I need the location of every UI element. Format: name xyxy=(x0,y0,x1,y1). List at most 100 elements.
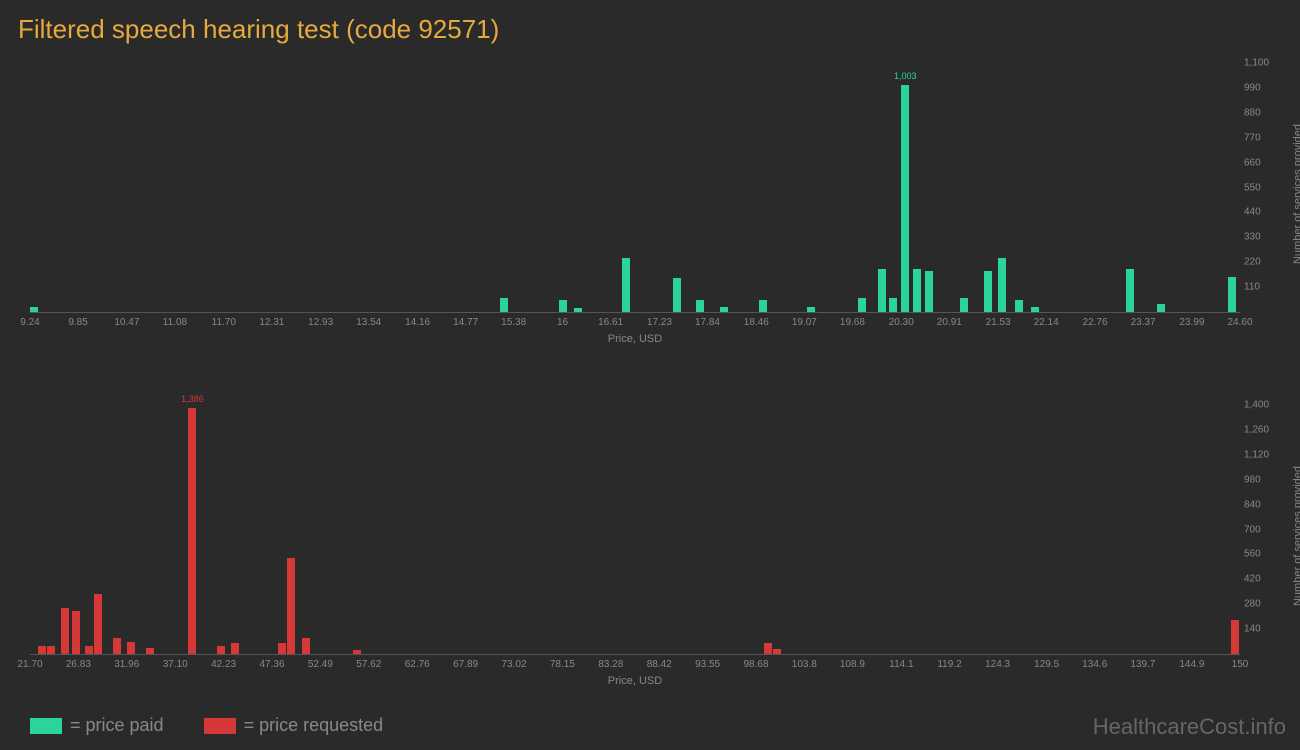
legend-swatch-red xyxy=(204,718,236,734)
bar xyxy=(217,646,225,654)
x-tick: 9.85 xyxy=(68,317,87,328)
bar xyxy=(622,258,630,312)
bar xyxy=(146,648,154,654)
x-tick: 119.2 xyxy=(937,659,961,670)
x-tick: 73.02 xyxy=(501,659,526,670)
x-tick: 17.23 xyxy=(647,317,672,328)
y-tick: 990 xyxy=(1244,82,1261,93)
bar xyxy=(984,271,992,312)
x-tick: 16.61 xyxy=(598,317,623,328)
x-tick: 134.6 xyxy=(1082,659,1107,670)
y-tick: 1,260 xyxy=(1244,424,1269,435)
bar xyxy=(278,643,286,654)
y-tick: 560 xyxy=(1244,549,1261,560)
chart-paid: 1,003 1102203304405506607708809901,100 N… xyxy=(30,63,1240,345)
x-tick: 108.9 xyxy=(840,659,865,670)
bar xyxy=(673,278,681,312)
x-tick: 11.08 xyxy=(163,317,187,328)
x-tick: 62.76 xyxy=(405,659,430,670)
x-tick: 23.37 xyxy=(1131,317,1156,328)
bar xyxy=(858,298,866,312)
y-tick: 1,400 xyxy=(1244,400,1269,411)
y-tick: 280 xyxy=(1244,599,1261,610)
bar xyxy=(878,269,886,312)
x-tick: 16 xyxy=(557,317,568,328)
bar xyxy=(30,307,38,312)
bar xyxy=(38,646,46,654)
watermark: HealthcareCost.info xyxy=(1093,714,1286,740)
bar xyxy=(1031,307,1039,312)
bar xyxy=(889,298,897,312)
bar xyxy=(807,307,815,312)
y-tick: 770 xyxy=(1244,132,1261,143)
x-tick: 9.24 xyxy=(20,317,39,328)
bar xyxy=(1228,277,1236,312)
x-tick: 20.91 xyxy=(937,317,962,328)
x-tick: 15.38 xyxy=(501,317,526,328)
bar xyxy=(353,650,361,654)
legend-label-paid: = price paid xyxy=(70,715,164,736)
bar xyxy=(1157,304,1165,312)
x-tick: 26.83 xyxy=(66,659,91,670)
x-tick: 13.54 xyxy=(356,317,381,328)
x-tick: 21.70 xyxy=(17,659,42,670)
bar xyxy=(500,298,508,312)
x-tick: 12.93 xyxy=(308,317,333,328)
y-tick: 420 xyxy=(1244,574,1261,585)
bar xyxy=(559,300,567,312)
bar xyxy=(287,558,295,654)
x-tick: 78.15 xyxy=(550,659,575,670)
bar xyxy=(759,300,767,312)
bar xyxy=(302,638,310,654)
y-axis-label-2: Number of services provided xyxy=(1292,465,1300,605)
x-tick: 83.28 xyxy=(598,659,623,670)
bar xyxy=(85,646,93,654)
bar xyxy=(1015,300,1023,312)
x-axis-label-2: Price, USD xyxy=(30,675,1240,687)
x-tick: 150 xyxy=(1232,659,1249,670)
y-tick: 440 xyxy=(1244,207,1261,218)
bar xyxy=(94,594,102,654)
bar xyxy=(720,307,728,312)
x-tick: 14.16 xyxy=(405,317,430,328)
x-tick: 22.76 xyxy=(1083,317,1108,328)
x-tick: 129.5 xyxy=(1034,659,1059,670)
y-axis-label-1: Number of services provided xyxy=(1292,123,1300,263)
y-tick: 660 xyxy=(1244,157,1261,168)
bar: 1,003 xyxy=(901,85,909,312)
bar xyxy=(764,643,772,654)
x-tick: 124.3 xyxy=(985,659,1010,670)
x-tick: 11.70 xyxy=(212,317,236,328)
y-tick: 1,120 xyxy=(1244,449,1269,460)
y-tick: 550 xyxy=(1244,182,1261,193)
x-tick: 88.42 xyxy=(647,659,672,670)
bar xyxy=(960,298,968,312)
x-tick: 139.7 xyxy=(1130,659,1155,670)
bar xyxy=(127,642,135,654)
x-tick: 98.68 xyxy=(743,659,768,670)
legend-swatch-green xyxy=(30,718,62,734)
x-tick: 37.10 xyxy=(163,659,188,670)
bar xyxy=(113,638,121,654)
bar xyxy=(773,649,781,654)
bar xyxy=(47,646,55,654)
x-tick: 52.49 xyxy=(308,659,333,670)
x-tick: 14.77 xyxy=(453,317,478,328)
y-tick: 330 xyxy=(1244,232,1261,243)
bar xyxy=(231,643,239,654)
x-tick: 21.53 xyxy=(986,317,1011,328)
bar xyxy=(61,608,69,654)
x-tick: 19.68 xyxy=(840,317,865,328)
legend: = price paid = price requested xyxy=(30,715,383,736)
x-tick: 47.36 xyxy=(259,659,284,670)
bar: 1,386 xyxy=(188,408,196,655)
y-tick: 840 xyxy=(1244,499,1261,510)
x-tick: 22.14 xyxy=(1034,317,1059,328)
y-tick: 1,100 xyxy=(1244,58,1269,69)
y-tick: 880 xyxy=(1244,107,1261,118)
x-tick: 24.60 xyxy=(1227,317,1252,328)
x-tick: 31.96 xyxy=(114,659,139,670)
y-tick: 220 xyxy=(1244,257,1261,268)
x-tick: 17.84 xyxy=(695,317,720,328)
x-tick: 103.8 xyxy=(792,659,817,670)
